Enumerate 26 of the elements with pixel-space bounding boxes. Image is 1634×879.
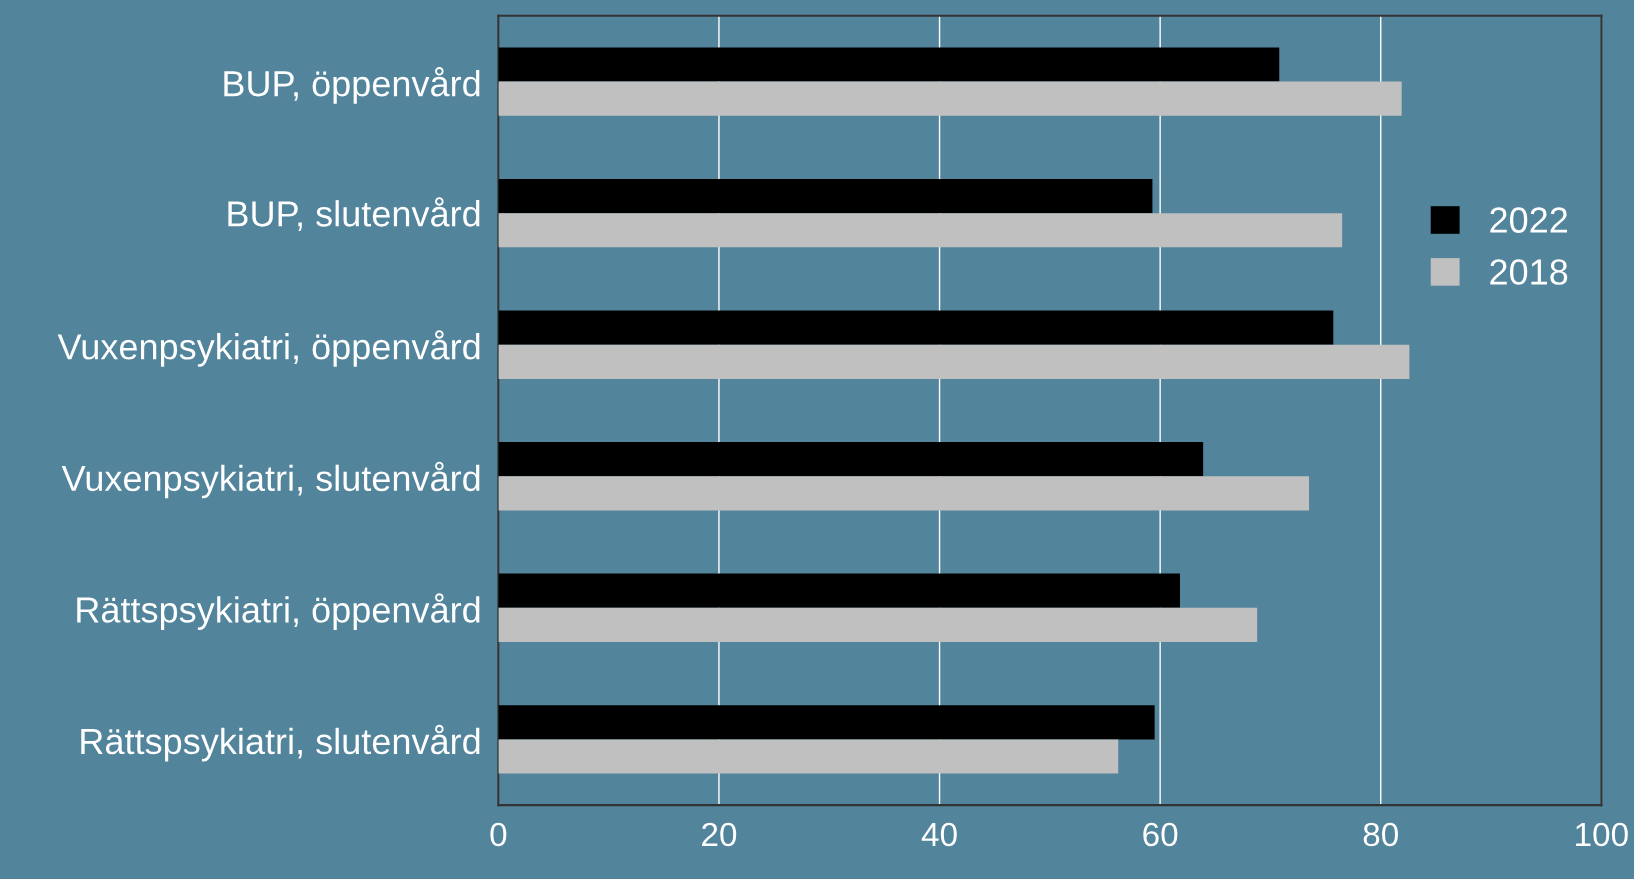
y-tick-label: Rättspsykiatri, slutenvård: [81, 724, 480, 762]
y-tick-label: BUP, slutenvård: [228, 197, 480, 231]
bar: [498, 178, 1153, 214]
bar: [498, 705, 1155, 740]
x-tick-label: 80: [1363, 822, 1398, 847]
bar: [498, 573, 1180, 608]
bar: [498, 442, 1204, 477]
bar: [498, 739, 1119, 774]
legend-label: 2022: [1490, 207, 1568, 233]
y-tick-label: Vuxenpsykiatri, slutenvård: [61, 461, 480, 499]
x-tick-label: 60: [1143, 822, 1178, 847]
y-tick-label: Vuxenpsykiatri, öppenvård: [57, 330, 480, 367]
bar: [498, 310, 1334, 345]
x-tick-label: 40: [921, 822, 957, 847]
bar: [498, 213, 1343, 248]
legend-label: 2018: [1490, 259, 1568, 285]
bar: [498, 607, 1258, 643]
bar: [498, 476, 1310, 511]
bar: [498, 344, 1410, 379]
x-tick-label: 20: [702, 822, 737, 847]
bar: [498, 47, 1280, 82]
x-tick-label: 100: [1576, 822, 1628, 847]
x-tick-label: 0: [490, 822, 507, 847]
y-tick-label: Rättspsykiatri, öppenvård: [77, 593, 480, 630]
bar: [498, 81, 1402, 116]
y-tick-label: BUP, öppenvård: [224, 67, 480, 104]
